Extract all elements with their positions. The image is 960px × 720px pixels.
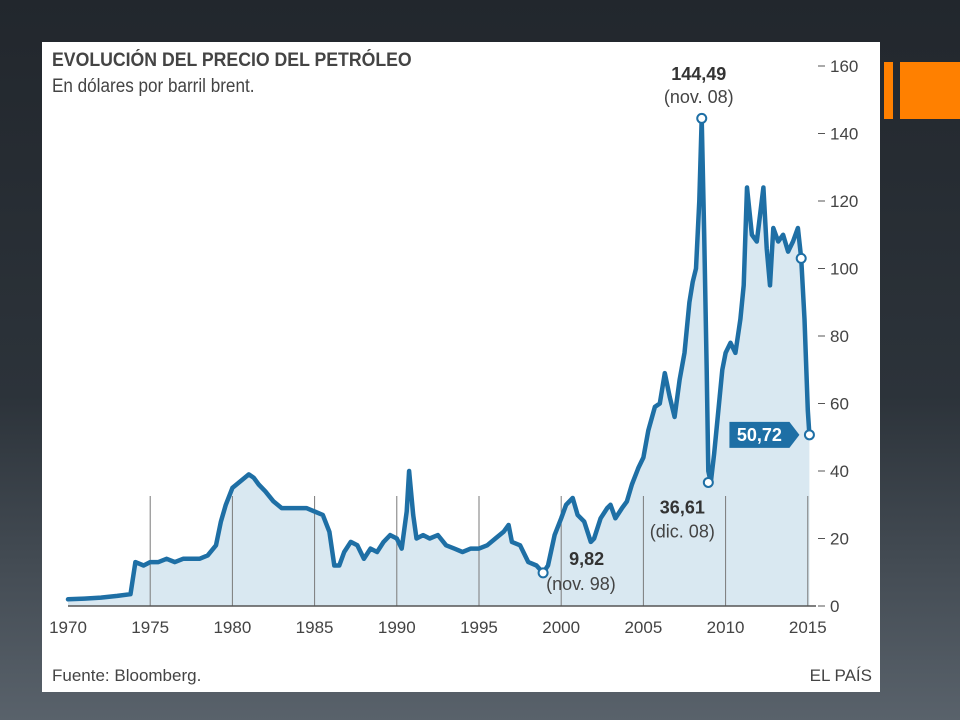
peak-marker <box>696 112 708 124</box>
x-tick-label-1980: 1980 <box>213 618 251 637</box>
low-2008-marker <box>702 476 714 488</box>
x-tick-label-2005: 2005 <box>624 618 662 637</box>
x-tick-label-2000: 2000 <box>542 618 580 637</box>
chart-source: Fuente: Bloomberg. <box>52 666 202 685</box>
x-tick-label-1990: 1990 <box>378 618 416 637</box>
x-tick-label-1995: 1995 <box>460 618 498 637</box>
oil-price-chart: 0 20 40 60 80 100 120 140 160 1970 1975 1980 1985 199… <box>49 57 858 637</box>
x-tick-label-1970: 1970 <box>49 618 87 637</box>
chart-subtitle: En dólares por barril brent. <box>52 76 255 97</box>
current-price-callout <box>729 421 800 448</box>
y-tick-label-40: 40 <box>830 462 849 481</box>
y-tick-label-100: 100 <box>830 260 858 279</box>
x-tick-label-2010: 2010 <box>707 618 745 637</box>
x-tick-label-2015: 2015 <box>789 618 827 637</box>
chart-panel: 0 20 40 60 80 100 120 140 160 1970 1975 1980 1985 199… <box>42 42 880 692</box>
low-1998-value-label: 9,82 <box>569 549 604 569</box>
area-fill <box>68 118 810 607</box>
low-1998-marker <box>537 567 549 579</box>
y-tick-label-20: 20 <box>830 530 849 549</box>
mid-2014-marker <box>795 252 807 264</box>
current-price-marker <box>803 429 815 441</box>
peak-value-label: 144,49 <box>671 64 726 84</box>
low-2008-value-label: 36,61 <box>660 497 705 517</box>
y-tick-label-0: 0 <box>830 597 839 616</box>
chart-credit: EL PAÍS <box>809 666 872 685</box>
y-tick-label-80: 80 <box>830 327 849 346</box>
x-tick-label-1985: 1985 <box>296 618 334 637</box>
y-tick-label-160: 160 <box>830 57 858 76</box>
y-tick-label-140: 140 <box>830 125 858 144</box>
x-tick-label-1975: 1975 <box>131 618 169 637</box>
accent-bar-thick <box>900 62 960 119</box>
low-1998-date-label: (nov. 98) <box>546 574 616 594</box>
y-tick-label-60: 60 <box>830 395 849 414</box>
peak-date-label: (nov. 08) <box>664 87 734 107</box>
accent-bar-thin <box>884 62 893 119</box>
low-2008-date-label: (dic. 08) <box>650 521 715 541</box>
chart-title: EVOLUCIÓN DEL PRECIO DEL PETRÓLEO <box>52 50 412 71</box>
y-tick-label-120: 120 <box>830 192 858 211</box>
price-line <box>65 116 812 602</box>
current-price-value: 50,72 <box>737 425 782 445</box>
